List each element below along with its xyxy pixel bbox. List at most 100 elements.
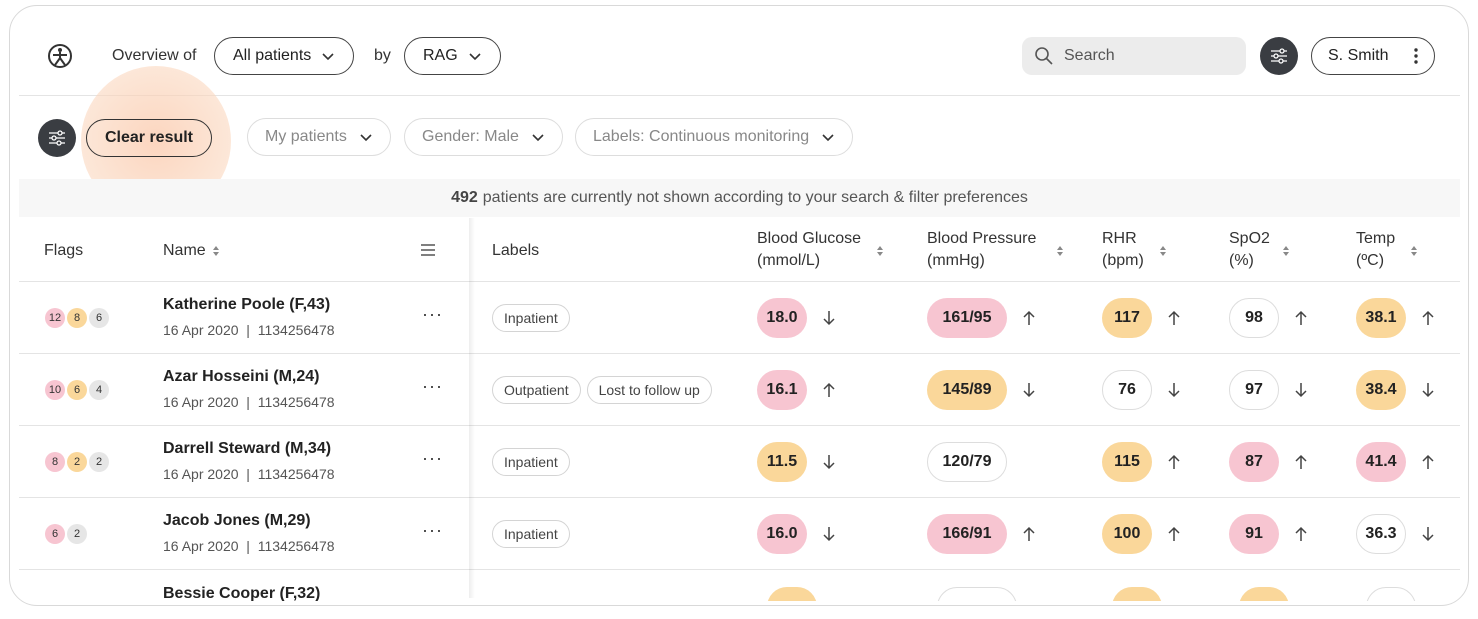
temp-value[interactable]: 41.4 [1356, 442, 1406, 482]
sort-icon[interactable] [876, 245, 884, 257]
user-menu-button[interactable]: S. Smith [1311, 37, 1435, 75]
col-glucose-label: Blood Glucose [757, 230, 862, 247]
patients-select[interactable]: All patients [214, 37, 355, 75]
trend-up-icon [1422, 454, 1434, 469]
patient-name[interactable]: Jacob Jones (M,29) [163, 512, 311, 529]
col-flags: Flags [44, 242, 84, 259]
patient-name[interactable]: Azar Hosseini (M,24) [163, 368, 320, 385]
bp-value[interactable]: 166/91 [927, 514, 1007, 554]
rhr-value[interactable]: 100 [1102, 514, 1152, 554]
temp-chip [1366, 587, 1416, 601]
col-spo2[interactable]: SpO2 (%) [1229, 228, 1270, 272]
header-divider [19, 95, 1460, 96]
col-rhr[interactable]: RHR (bpm) [1102, 228, 1144, 272]
trend-down-icon [1023, 383, 1035, 398]
sort-icon[interactable] [1159, 245, 1167, 257]
trend-up-icon [823, 382, 835, 397]
spo2-value[interactable]: 91 [1229, 514, 1279, 554]
table-row[interactable]: 10 6 4 Azar Hosseini (M,24) 16 Apr 2020 | 11… [19, 354, 1460, 426]
rhr-value[interactable]: 117 [1102, 298, 1152, 338]
filter-gender[interactable]: Gender: Male [404, 118, 563, 156]
patient-labels: Inpatient [492, 304, 570, 332]
sliders-icon [49, 130, 65, 146]
temp-value[interactable]: 38.4 [1356, 370, 1406, 410]
label-chip[interactable]: Inpatient [492, 304, 570, 332]
spo2-value[interactable]: 97 [1229, 370, 1279, 410]
patient-meta: 16 Apr 2020 | 1134256478 [163, 322, 335, 338]
flag-count-red: 12 [45, 308, 65, 328]
sort-icon[interactable] [212, 245, 220, 257]
top-bar: Overview of All patients by RAG Search [10, 6, 1468, 96]
temp-value[interactable]: 36.3 [1356, 514, 1406, 554]
trend-up-icon [1023, 526, 1035, 541]
label-chip[interactable]: Inpatient [492, 520, 570, 548]
chevron-down-icon [360, 134, 372, 142]
filter-label: Labels: Continuous monitoring [593, 128, 810, 145]
glucose-value[interactable]: 16.1 [757, 370, 807, 410]
chevron-down-icon [822, 134, 834, 142]
table-row-partial[interactable]: Bessie Cooper (F,32) [19, 571, 1460, 601]
bp-value[interactable]: 161/95 [927, 298, 1007, 338]
table-row[interactable]: 12 8 6 Katherine Poole (F,43) 16 Apr 2020 | … [19, 282, 1460, 354]
row-more-icon[interactable]: ··· [422, 448, 443, 468]
sort-icon[interactable] [1410, 245, 1418, 257]
glucose-value[interactable]: 11.5 [757, 442, 807, 482]
row-more-icon[interactable]: ··· [422, 376, 443, 396]
rhr-value[interactable]: 115 [1102, 442, 1152, 482]
spo2-chip [1239, 587, 1289, 601]
label-chip[interactable]: Outpatient [492, 376, 581, 404]
col-labels: Labels [492, 242, 540, 259]
col-temp[interactable]: Temp (ºC) [1356, 228, 1395, 272]
table-row[interactable]: 6 2 Jacob Jones (M,29) 16 Apr 2020 | 113425… [19, 498, 1460, 570]
col-bp[interactable]: Blood Pressure (mmHg) [927, 228, 1036, 272]
bp-value[interactable]: 120/79 [927, 442, 1007, 482]
rhr-value[interactable]: 76 [1102, 370, 1152, 410]
patient-name[interactable]: Katherine Poole (F,43) [163, 296, 331, 313]
search-input[interactable]: Search [1022, 37, 1246, 75]
settings-filter-button[interactable] [1260, 37, 1298, 75]
trend-up-icon [1168, 454, 1180, 469]
filter-label: Gender: Male [422, 128, 519, 145]
label-chip[interactable]: Inpatient [492, 448, 570, 476]
patient-date: 16 Apr 2020 [163, 538, 239, 554]
chevron-down-icon [532, 134, 544, 142]
col-glucose[interactable]: Blood Glucose (mmol/L) [757, 228, 861, 272]
logo-icon[interactable] [46, 42, 74, 70]
glucose-value[interactable]: 18.0 [757, 298, 807, 338]
flag-count-red: 6 [45, 524, 65, 544]
label-chip[interactable]: Lost to follow up [586, 376, 712, 404]
filter-labels[interactable]: Labels: Continuous monitoring [575, 118, 854, 156]
flag-count-red: 10 [45, 380, 65, 400]
trend-up-icon [1295, 310, 1307, 325]
filter-toggle-button[interactable] [38, 119, 76, 157]
search-icon [1035, 47, 1053, 65]
by-label: by [374, 47, 391, 64]
overview-label: Overview of [112, 47, 197, 64]
spo2-value[interactable]: 87 [1229, 442, 1279, 482]
patient-id: 1134256478 [257, 538, 335, 554]
row-more-icon[interactable]: ··· [422, 304, 443, 324]
table-header: Flags Name Labels Blood Glucose (mmol/L)… [19, 218, 1460, 282]
spo2-value[interactable]: 98 [1229, 298, 1279, 338]
bp-value[interactable]: 145/89 [927, 370, 1007, 410]
column-menu-icon[interactable] [420, 243, 436, 257]
trend-up-icon [1023, 310, 1035, 325]
clear-result-button[interactable]: Clear result [86, 119, 212, 157]
patients-select-value: All patients [233, 47, 312, 64]
sort-icon[interactable] [1056, 245, 1064, 257]
trend-up-icon [1295, 526, 1307, 541]
sort-icon[interactable] [1282, 245, 1290, 257]
group-select[interactable]: RAG [404, 37, 501, 75]
table-row[interactable]: 8 2 2 Darrell Steward (M,34) 16 Apr 2020 | 1… [19, 426, 1460, 498]
temp-value[interactable]: 38.1 [1356, 298, 1406, 338]
filter-my-patients[interactable]: My patients [247, 118, 391, 156]
trend-up-icon [1168, 526, 1180, 541]
col-name[interactable]: Name [163, 240, 220, 262]
patient-name[interactable]: Darrell Steward (M,34) [163, 440, 332, 457]
patient-id: 1134256478 [257, 466, 335, 482]
search-placeholder: Search [1064, 47, 1115, 64]
glucose-value[interactable]: 16.0 [757, 514, 807, 554]
col-bp-label: Blood Pressure [927, 230, 1037, 247]
row-more-icon[interactable]: ··· [422, 520, 443, 540]
